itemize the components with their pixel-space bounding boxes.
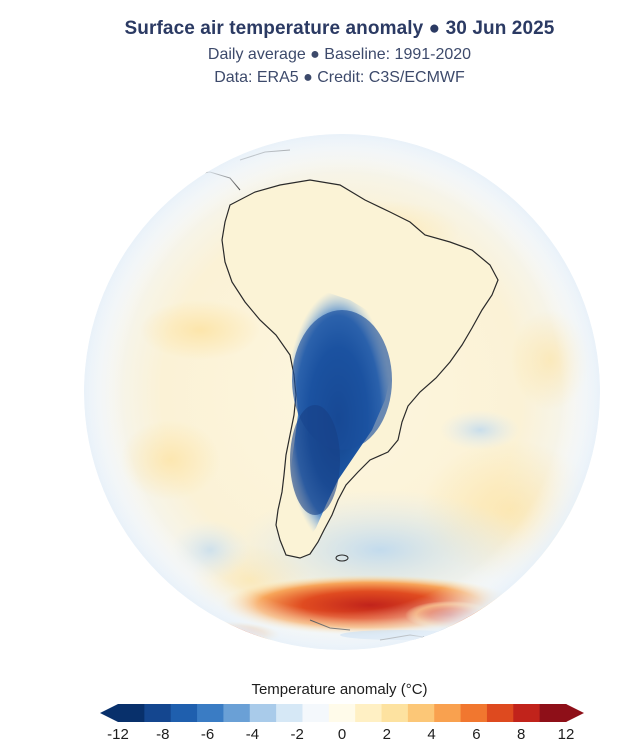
subtitle: Daily average ● Baseline: 1991-2020 [207, 46, 472, 63]
colorbar-tick-label: -2 [290, 726, 304, 743]
legend-title: Temperature anomaly (°C) [251, 681, 428, 698]
colorbar-segment [539, 704, 567, 722]
colorbar-segment [223, 704, 251, 722]
colorbar-segment [249, 704, 277, 722]
page-title: Surface air temperature anomaly ● 30 Jun… [124, 18, 555, 39]
colorbar-segment [328, 704, 356, 722]
globe-svg [84, 134, 600, 650]
colorbar-tick-label: 2 [382, 726, 391, 743]
colorbar-tick-label: -6 [200, 726, 215, 743]
colorbar-segment [302, 704, 330, 722]
colorbar-segment [197, 704, 224, 722]
credit-line: Data: ERA5 ● Credit: C3S/ECMWF [214, 69, 465, 86]
colorbar-svg [100, 704, 584, 722]
colorbar-tick-label: -8 [156, 726, 170, 743]
colorbar-segment [144, 704, 172, 722]
colorbar-segment [407, 704, 435, 722]
colorbar-segment [276, 704, 303, 722]
colorbar-arrow-left [100, 704, 118, 722]
colorbar-ticks: -12 -8 -6 -4 -2 0 2 4 6 8 12 [100, 726, 584, 748]
header: Surface air temperature anomaly ● 30 Jun… [0, 18, 639, 87]
colorbar-segment [118, 704, 145, 722]
colorbar-tick-label: 0 [337, 726, 347, 743]
colorbar-tick-label: -4 [245, 726, 260, 743]
colorbar-tick-label: 6 [472, 726, 481, 743]
colorbar-segment [460, 704, 488, 722]
colorbar-tick-label: 12 [557, 726, 575, 743]
colorbar-arrow-right [566, 704, 584, 722]
colorbar-segment [381, 704, 409, 722]
colorbar-segment [434, 704, 462, 722]
colorbar [100, 704, 584, 722]
colorbar-segment [355, 704, 383, 722]
globe-map [80, 130, 604, 654]
colorbar-tick-label: -12 [107, 726, 129, 743]
colorbar-tick-label: 4 [427, 726, 436, 743]
colorbar-segment [170, 704, 198, 722]
colorbar-tick-label: 8 [517, 726, 526, 743]
colorbar-segment [513, 704, 541, 722]
colorbar-segment [486, 704, 514, 722]
